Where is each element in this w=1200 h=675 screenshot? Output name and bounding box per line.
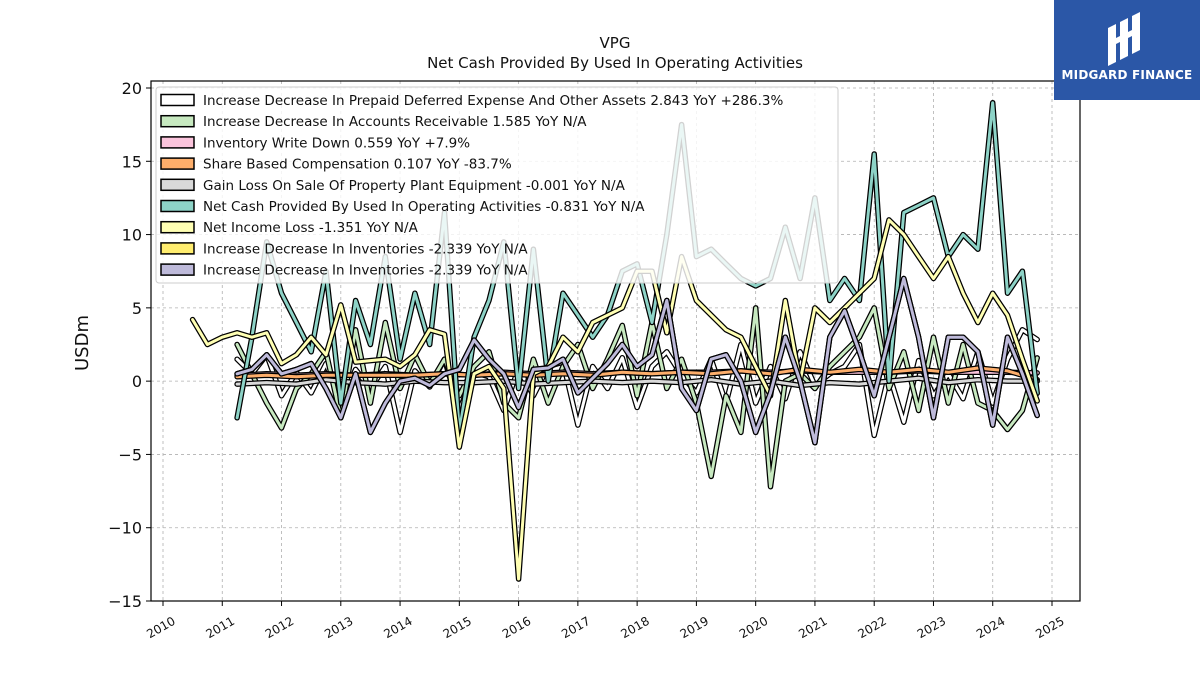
legend-swatch bbox=[160, 220, 195, 234]
x-tick-label: 2022 bbox=[855, 614, 888, 641]
y-tick-label: −15 bbox=[108, 592, 142, 611]
legend-label: Share Based Compensation 0.107 YoY -83.7… bbox=[203, 157, 512, 173]
legend-label: Inventory Write Down 0.559 YoY +7.9% bbox=[203, 135, 470, 151]
legend-label: Net Cash Provided By Used In Operating A… bbox=[203, 199, 645, 215]
series-line bbox=[235, 366, 1039, 382]
x-tick-label: 2019 bbox=[678, 614, 711, 641]
x-tick-label: 2017 bbox=[559, 614, 592, 641]
x-tick-label: 2018 bbox=[618, 614, 651, 641]
legend-swatch bbox=[160, 114, 195, 128]
x-tick-label: 2016 bbox=[500, 614, 533, 641]
x-tick-label: 2010 bbox=[144, 614, 177, 641]
legend-swatch bbox=[160, 136, 195, 149]
series-line bbox=[235, 306, 1039, 489]
plot-frame bbox=[150, 80, 1081, 602]
legend-swatch bbox=[160, 157, 195, 170]
legend-swatch bbox=[160, 178, 195, 192]
x-tick-label: 2013 bbox=[322, 614, 355, 641]
legend-label: Increase Decrease In Prepaid Deferred Ex… bbox=[203, 93, 783, 109]
x-tick-label: 2020 bbox=[737, 614, 770, 641]
y-tick-label: 10 bbox=[122, 226, 142, 245]
x-tick-label: 2012 bbox=[263, 614, 296, 641]
brand-logo: MIDGARD FINANCE bbox=[1054, 0, 1200, 100]
legend-swatch bbox=[160, 263, 195, 276]
legend-label: Net Income Loss -1.351 YoY N/A bbox=[203, 220, 419, 236]
legend-swatch bbox=[160, 93, 195, 107]
y-tick-label: −5 bbox=[118, 445, 142, 464]
y-tick-label: −10 bbox=[108, 519, 142, 538]
series-line bbox=[191, 218, 1039, 581]
series-line bbox=[235, 376, 1039, 387]
x-tick-label: 2014 bbox=[381, 614, 414, 641]
x-tick-label: 2011 bbox=[204, 614, 237, 641]
series-lines bbox=[189, 99, 1040, 582]
legend-label: Gain Loss On Sale Of Property Plant Equi… bbox=[203, 178, 626, 194]
brand-name: MIDGARD FINANCE bbox=[1061, 68, 1193, 82]
legend-label: Increase Decrease In Inventories -2.339 … bbox=[203, 263, 528, 279]
chart-subtitle: Net Cash Provided By Used In Operating A… bbox=[427, 54, 803, 72]
brand-mark-icon bbox=[1108, 12, 1140, 66]
legend-frame bbox=[155, 86, 839, 284]
legend-swatch bbox=[160, 199, 195, 213]
x-tick-label: 2025 bbox=[1033, 614, 1066, 641]
legend-label: Increase Decrease In Inventories -2.339 … bbox=[203, 241, 528, 257]
y-axis-label: USDm bbox=[72, 315, 93, 371]
y-tick-label: 15 bbox=[122, 152, 142, 171]
x-tick-label: 2024 bbox=[974, 614, 1007, 641]
x-tick-label: 2021 bbox=[796, 614, 829, 641]
legend-swatch bbox=[160, 242, 195, 255]
x-tick-label: 2015 bbox=[441, 614, 474, 641]
legend-label: Increase Decrease In Accounts Receivable… bbox=[203, 114, 587, 130]
legend: Increase Decrease In Prepaid Deferred Ex… bbox=[155, 86, 839, 284]
series-line bbox=[235, 277, 1039, 445]
y-tick-label: 5 bbox=[132, 299, 142, 318]
y-tick-label: 20 bbox=[122, 79, 142, 98]
y-tick-label: 0 bbox=[132, 372, 142, 391]
chart-title: VPG bbox=[600, 34, 631, 52]
x-tick-label: 2023 bbox=[915, 614, 948, 641]
